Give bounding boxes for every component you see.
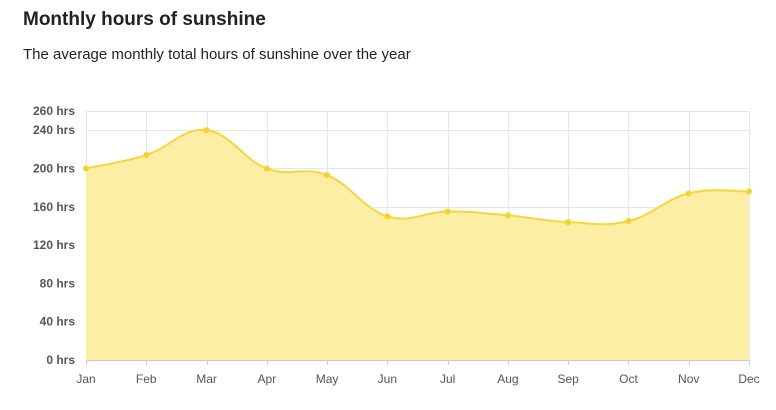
- y-tick-label: 200 hrs: [33, 161, 75, 175]
- x-tick-label: Aug: [497, 372, 518, 386]
- x-tick-label: Oct: [619, 372, 638, 386]
- data-point[interactable]: [384, 213, 391, 220]
- y-tick-label: 0 hrs: [46, 353, 75, 367]
- x-tick-label: Sep: [558, 372, 580, 386]
- data-point[interactable]: [685, 190, 692, 197]
- data-point[interactable]: [143, 152, 150, 159]
- chart-title: Monthly hours of sunshine: [23, 9, 266, 30]
- data-point[interactable]: [504, 212, 511, 219]
- x-tick-label: Jan: [76, 372, 95, 386]
- y-tick-label: 260 hrs: [33, 104, 75, 118]
- area-layer: [85, 129, 750, 360]
- data-point[interactable]: [625, 218, 632, 225]
- y-tick-label: 240 hrs: [33, 123, 75, 137]
- x-tick-label: Jul: [440, 372, 455, 386]
- point-layer: [83, 127, 752, 226]
- x-tick-label: Dec: [738, 372, 759, 386]
- data-point[interactable]: [203, 127, 210, 134]
- data-point[interactable]: [83, 165, 89, 172]
- data-point[interactable]: [444, 208, 451, 215]
- x-tick-label: May: [316, 372, 339, 386]
- y-axis-ticks: 0 hrs 40 hrs 80 hrs 120 hrs 160 hrs 200 hrs 24…: [33, 104, 75, 367]
- x-tick-label: Apr: [257, 372, 276, 386]
- sunshine-area-fill: [86, 129, 749, 360]
- sunshine-line: [85, 129, 750, 226]
- x-tick-label: Mar: [196, 372, 217, 386]
- data-point[interactable]: [263, 165, 270, 172]
- x-tick-label: Nov: [678, 372, 699, 386]
- x-tick-label: Jun: [378, 372, 397, 386]
- y-tick-label: 40 hrs: [40, 315, 76, 329]
- data-point[interactable]: [746, 188, 752, 195]
- y-tick-label: 80 hrs: [40, 276, 76, 290]
- chart-subtitle: The average monthly total hours of sunsh…: [23, 46, 411, 63]
- data-point[interactable]: [324, 172, 331, 179]
- y-tick-label: 160 hrs: [33, 200, 75, 214]
- y-tick-label: 120 hrs: [33, 238, 75, 252]
- data-point[interactable]: [565, 219, 572, 226]
- x-axis-ticks: Jan Feb Mar Apr May Jun Jul Aug Sep Oct Nov Dec: [76, 372, 759, 386]
- x-tick-label: Feb: [136, 372, 157, 386]
